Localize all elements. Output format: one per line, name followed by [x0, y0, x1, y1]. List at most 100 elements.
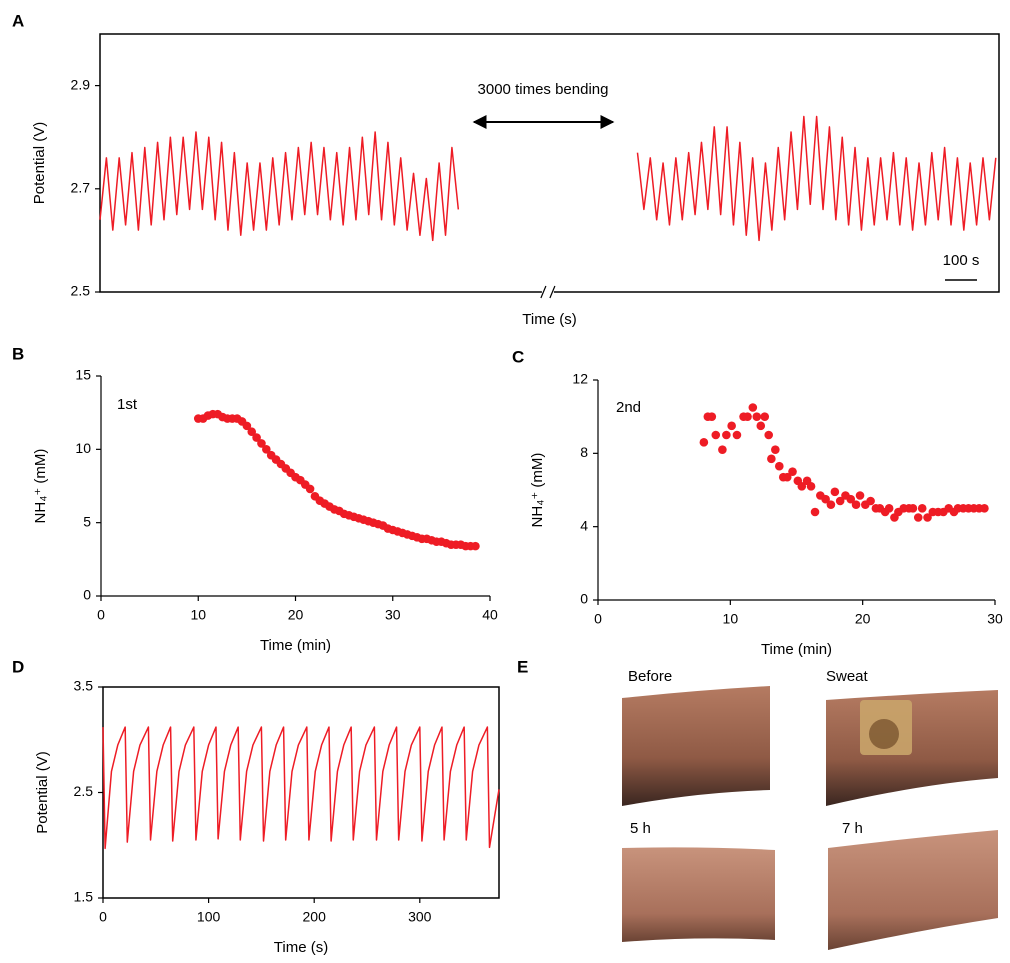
y-axis-title: NH₄⁺ (mM) [529, 453, 546, 528]
data-point [771, 445, 780, 454]
y-tick-label: 5 [83, 513, 91, 529]
photo [622, 847, 775, 942]
data-point [835, 496, 845, 506]
data-point [743, 412, 752, 421]
panel-letter: D [12, 657, 24, 676]
axis-break [549, 285, 556, 299]
data-point [821, 494, 830, 504]
x-tick-label: 10 [190, 607, 206, 623]
y-tick-label: 2.5 [74, 783, 94, 799]
x-tick-label: 0 [594, 611, 602, 627]
data-point [855, 491, 865, 500]
data-point [718, 445, 727, 454]
y-tick-label: 0 [580, 591, 588, 607]
y-tick-label: 15 [75, 367, 91, 383]
y-tick-label: 10 [75, 440, 91, 456]
x-axis-title: Time (min) [761, 641, 832, 658]
x-tick-label: 200 [303, 909, 327, 925]
y-tick-label: 2.9 [71, 76, 91, 92]
data-point [806, 482, 816, 491]
axis-break-gap [541, 289, 554, 295]
x-axis-title: Time (s) [274, 939, 328, 956]
data-point [810, 507, 820, 517]
scale-bar-label: 100 s [943, 252, 980, 269]
panel-letter: C [512, 347, 524, 366]
x-tick-label: 100 [197, 909, 221, 925]
y-tick-label: 3.5 [74, 678, 94, 694]
x-tick-label: 10 [723, 611, 739, 627]
data-point [257, 439, 266, 448]
data-line [102, 726, 500, 850]
x-axis-title: Time (s) [522, 311, 576, 328]
photo [622, 686, 770, 806]
y-axis-title: NH₄⁺ (mM) [32, 449, 49, 524]
data-point [707, 412, 717, 421]
data-point [980, 504, 989, 513]
x-tick-label: 0 [99, 909, 107, 925]
x-tick-label: 20 [288, 607, 304, 623]
y-tick-label: 8 [580, 444, 588, 460]
data-point [884, 504, 894, 513]
data-point [866, 496, 875, 506]
data-point [764, 430, 774, 440]
data-point [252, 433, 261, 442]
data-point [262, 445, 271, 454]
data-line [99, 115, 997, 242]
x-tick-label: 40 [482, 607, 498, 623]
annotation: 3000 times bending [478, 81, 609, 98]
y-tick-label: 2.7 [71, 180, 91, 196]
panel-letter: B [12, 344, 24, 363]
y-tick-label: 2.5 [71, 283, 91, 299]
x-tick-label: 30 [987, 611, 1003, 627]
x-tick-label: 0 [97, 607, 105, 623]
y-axis-title: Potential (V) [34, 751, 51, 834]
y-tick-label: 4 [580, 517, 588, 533]
panel-letter: E [517, 657, 528, 676]
axis-break [540, 285, 547, 299]
data-point [846, 494, 856, 504]
data-point [923, 513, 932, 522]
data-point [727, 421, 736, 431]
data-point [908, 504, 918, 513]
annotation: 2nd [616, 399, 641, 416]
data-point [752, 412, 762, 421]
photo-label: Before [628, 668, 672, 685]
data-point [305, 484, 315, 494]
data-point [756, 421, 766, 431]
data-point [242, 421, 252, 431]
data-point [699, 438, 709, 447]
data-point [782, 472, 792, 482]
photo-label: Sweat [826, 668, 869, 685]
data-point [760, 412, 770, 421]
y-tick-label: 12 [572, 371, 588, 387]
data-point [774, 461, 784, 471]
x-tick-label: 300 [408, 909, 432, 925]
data-point [247, 427, 257, 437]
data-point [851, 500, 861, 509]
data-point [826, 500, 836, 509]
photo [828, 830, 998, 950]
data-point [748, 403, 758, 412]
y-tick-label: 1.5 [74, 889, 94, 905]
data-point [711, 430, 721, 440]
data-point [913, 513, 923, 522]
data-point [788, 467, 797, 476]
x-tick-label: 30 [385, 607, 401, 623]
data-point [830, 487, 840, 497]
data-point [767, 454, 776, 464]
photo-label: 7 h [842, 820, 863, 837]
data-point [797, 482, 807, 491]
panel-letter: A [12, 11, 24, 30]
annotation: 1st [117, 396, 138, 413]
data-point [917, 504, 927, 513]
x-axis-title: Time (min) [260, 637, 331, 654]
y-axis-title: Potential (V) [31, 122, 48, 205]
x-tick-label: 20 [855, 611, 871, 627]
device-coil [869, 719, 899, 749]
y-tick-label: 0 [83, 587, 91, 603]
plot-frame [102, 686, 500, 899]
photo-label: 5 h [630, 820, 651, 837]
data-point [471, 541, 480, 551]
